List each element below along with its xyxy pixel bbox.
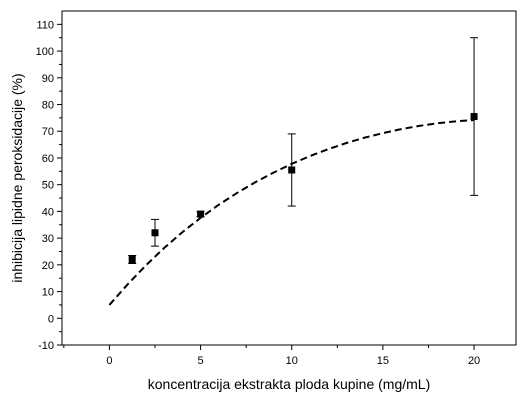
y-tick-label: 30 bbox=[42, 233, 54, 245]
x-tick-label: 15 bbox=[377, 355, 389, 367]
y-ticks bbox=[57, 23, 62, 346]
data-points bbox=[128, 113, 478, 263]
data-point bbox=[197, 210, 205, 218]
y-tick-label: 20 bbox=[42, 260, 54, 272]
error-bars bbox=[128, 37, 479, 265]
data-point bbox=[151, 229, 159, 237]
y-tick-label: 60 bbox=[42, 153, 54, 165]
y-tick-label: 0 bbox=[48, 313, 54, 325]
y-tick-label: 80 bbox=[42, 100, 54, 112]
data-point bbox=[470, 113, 478, 121]
y-axis-title: inhibicija lipidne peroksidacije (%) bbox=[9, 73, 25, 282]
x-axis-title: koncentracija ekstrakta ploda kupine (mg… bbox=[148, 376, 430, 392]
y-tick-label: 70 bbox=[42, 126, 54, 138]
x-tick-label: 0 bbox=[106, 355, 112, 367]
y-tick-label: 100 bbox=[36, 46, 54, 58]
data-point bbox=[128, 255, 136, 263]
x-ticks bbox=[63, 345, 475, 350]
x-tick-labels: 0 5 10 15 20 bbox=[106, 355, 480, 367]
x-tick-label: 20 bbox=[468, 355, 480, 367]
plot-frame bbox=[61, 10, 517, 346]
y-tick-label: 40 bbox=[42, 206, 54, 218]
y-tick-label: 110 bbox=[36, 19, 54, 31]
y-tick-label: -10 bbox=[38, 340, 54, 352]
x-tick-label: 5 bbox=[198, 355, 204, 367]
x-tick-label: 10 bbox=[286, 355, 298, 367]
y-tick-labels: -10 0 10 20 30 40 50 60 70 80 90 100 110 bbox=[36, 19, 54, 352]
y-tick-label: 90 bbox=[42, 73, 54, 85]
y-tick-label: 50 bbox=[42, 180, 54, 192]
y-tick-label: 10 bbox=[42, 287, 54, 299]
data-point bbox=[288, 166, 296, 174]
